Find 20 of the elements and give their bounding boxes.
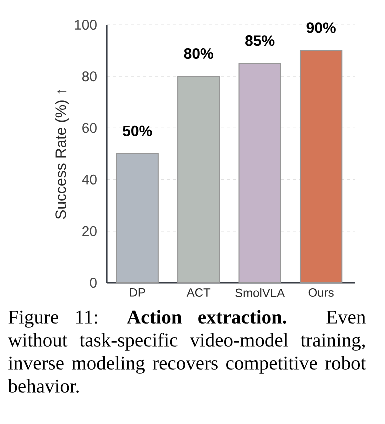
y-tick-label: 80 — [82, 72, 97, 82]
data-label: 85% — [246, 36, 275, 46]
data-label: 90% — [306, 22, 336, 34]
y-tick-label: 0 — [90, 278, 97, 288]
data-label: 50% — [123, 126, 152, 136]
text: Figure 11: Action extraction. Even without task-specific video-model training, inverse modeling recovers competitive robot behavior. — [8, 310, 366, 394]
x-tick-label: SmolVLA — [236, 288, 286, 298]
data-label: 80% — [184, 48, 214, 60]
x-tick-label: Ours — [308, 288, 334, 298]
y-tick-label: 60 — [82, 123, 97, 134]
bar — [116, 154, 159, 284]
y-tick-label: 100 — [75, 20, 97, 30]
bar — [300, 50, 343, 284]
bar — [178, 76, 220, 284]
y-tick-label: 40 — [82, 174, 97, 185]
x-tick-label: DP — [130, 288, 146, 297]
bar — [238, 63, 282, 284]
y-tick-label: 20 — [82, 226, 97, 236]
y-axis-title: Success Rate (%) ↑ — [55, 90, 70, 220]
x-tick-label: ACT — [186, 288, 211, 298]
